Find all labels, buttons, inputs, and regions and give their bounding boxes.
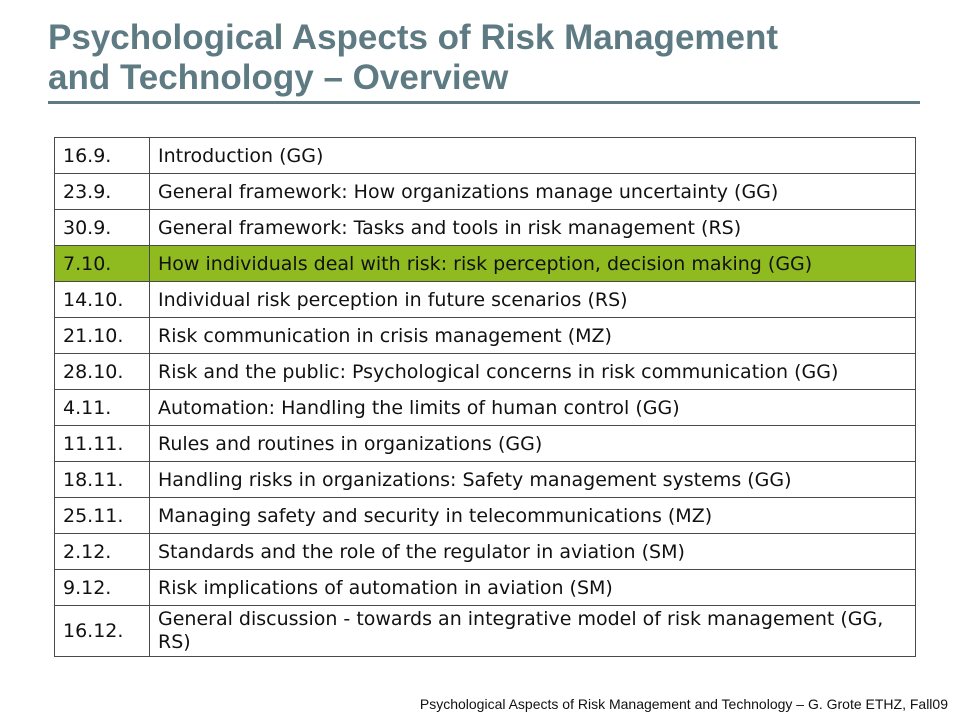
topic-cell: General framework: How organizations man… bbox=[149, 173, 916, 210]
date-cell: 11.11. bbox=[54, 425, 150, 462]
table-row: 2.12. Standards and the role of the regu… bbox=[54, 533, 916, 570]
table-row: 30.9. General framework: Tasks and tools… bbox=[54, 209, 916, 246]
date-cell: 25.11. bbox=[54, 497, 150, 534]
table-row: 18.11. Handling risks in organizations: … bbox=[54, 461, 916, 498]
topic-cell: Risk communication in crisis management … bbox=[149, 317, 916, 354]
title-underline bbox=[48, 101, 920, 104]
topic-cell: Automation: Handling the limits of human… bbox=[149, 389, 916, 426]
slide-title: Psychological Aspects of Risk Management… bbox=[48, 18, 928, 98]
date-cell: 7.10. bbox=[54, 245, 150, 282]
table-row: 23.9. General framework: How organizatio… bbox=[54, 173, 916, 210]
topic-cell: General framework: Tasks and tools in ri… bbox=[149, 209, 916, 246]
topic-cell: Standards and the role of the regulator … bbox=[149, 533, 916, 570]
topic-cell: Risk implications of automation in aviat… bbox=[149, 569, 916, 606]
date-cell: 28.10. bbox=[54, 353, 150, 390]
table-row: 25.11. Managing safety and security in t… bbox=[54, 497, 916, 534]
topic-cell: Managing safety and security in telecomm… bbox=[149, 497, 916, 534]
date-cell: 16.12. bbox=[54, 605, 150, 657]
table-row: 9.12. Risk implications of automation in… bbox=[54, 569, 916, 606]
topic-cell: Rules and routines in organizations (GG) bbox=[149, 425, 916, 462]
topic-cell: How individuals deal with risk: risk per… bbox=[149, 245, 916, 282]
slide-title-line-2: and Technology – Overview bbox=[48, 58, 509, 97]
table-row: 4.11. Automation: Handling the limits of… bbox=[54, 389, 916, 426]
date-cell: 2.12. bbox=[54, 533, 150, 570]
topic-cell: General discussion - towards an integrat… bbox=[149, 605, 916, 657]
table-row-highlighted: 7.10. How individuals deal with risk: ri… bbox=[54, 245, 916, 282]
date-cell: 18.11. bbox=[54, 461, 150, 498]
table-row: 16.12. General discussion - towards an i… bbox=[54, 605, 916, 657]
slide-title-line-1: Psychological Aspects of Risk Management bbox=[48, 18, 779, 57]
date-cell: 23.9. bbox=[54, 173, 150, 210]
table-row: 21.10. Risk communication in crisis mana… bbox=[54, 317, 916, 354]
topic-cell: Handling risks in organizations: Safety … bbox=[149, 461, 916, 498]
slide-footer: Psychological Aspects of Risk Management… bbox=[419, 696, 948, 712]
table-row: 11.11. Rules and routines in organizatio… bbox=[54, 425, 916, 462]
date-cell: 4.11. bbox=[54, 389, 150, 426]
topic-cell: Risk and the public: Psychological conce… bbox=[149, 353, 916, 390]
date-cell: 14.10. bbox=[54, 281, 150, 318]
date-cell: 30.9. bbox=[54, 209, 150, 246]
date-cell: 21.10. bbox=[54, 317, 150, 354]
schedule-table: 16.9. Introduction (GG) 23.9. General fr… bbox=[54, 137, 916, 657]
table-row: 28.10. Risk and the public: Psychologica… bbox=[54, 353, 916, 390]
table-row: 16.9. Introduction (GG) bbox=[54, 137, 916, 174]
topic-cell: Introduction (GG) bbox=[149, 137, 916, 174]
date-cell: 16.9. bbox=[54, 137, 150, 174]
topic-cell: Individual risk perception in future sce… bbox=[149, 281, 916, 318]
table-row: 14.10. Individual risk perception in fut… bbox=[54, 281, 916, 318]
date-cell: 9.12. bbox=[54, 569, 150, 606]
